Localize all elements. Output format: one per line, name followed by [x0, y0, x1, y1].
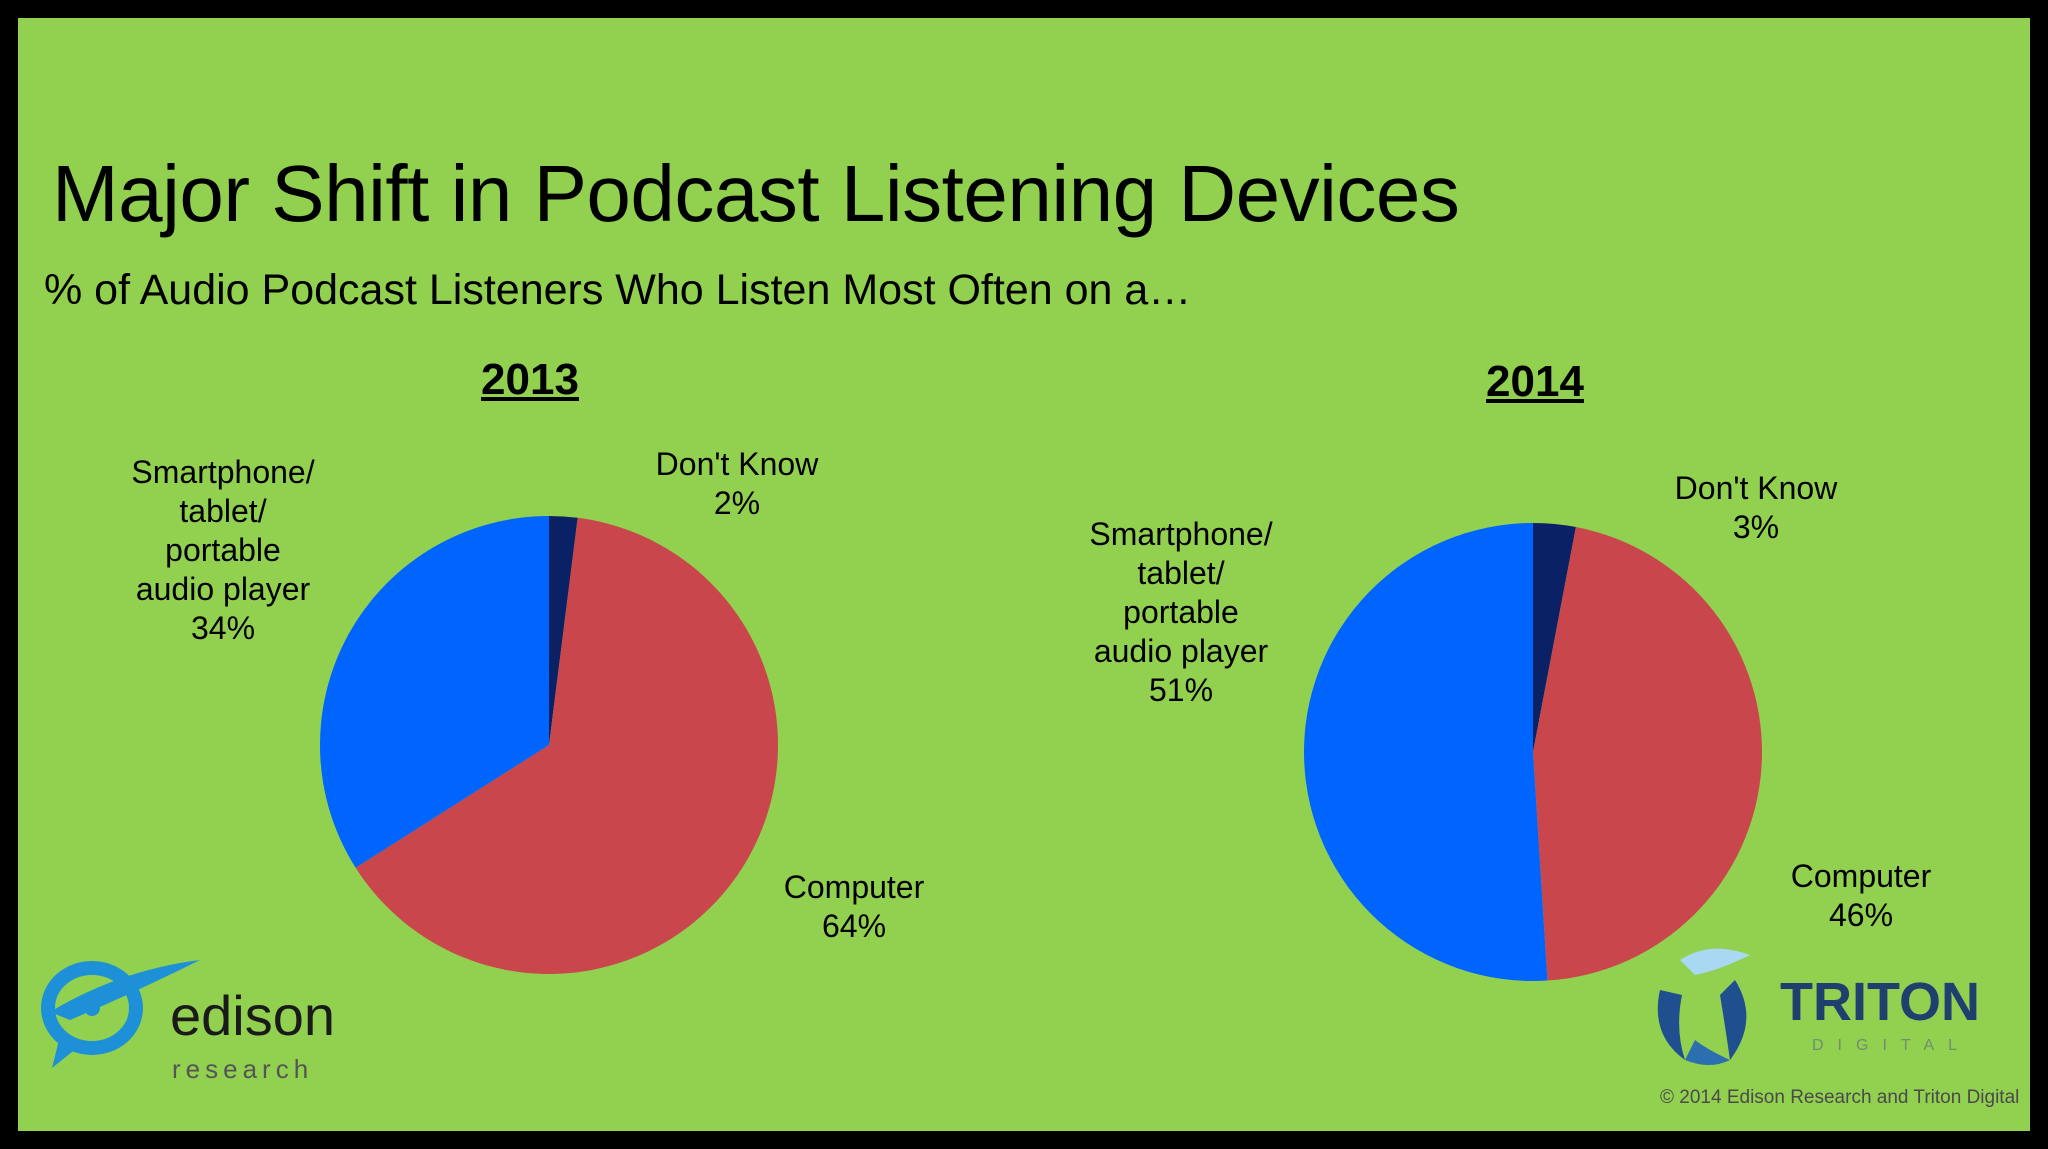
slice-value: 51% — [1148, 672, 1214, 708]
edison-research-logo: edison research — [41, 960, 335, 1084]
chart-title-2014: 2014 — [1486, 357, 1584, 406]
slice-label-computer-2014: Computer 46% — [1791, 857, 1932, 935]
slice-value: 46% — [1828, 897, 1894, 933]
slice-label-dont-know-2014: Don't Know 3% — [1675, 469, 1838, 547]
slice-name: Don't Know — [1674, 470, 1838, 506]
slice-name: Don't Know — [655, 446, 819, 482]
slice-name: Smartphone/ tablet/ portable audio playe… — [131, 454, 315, 607]
chart-title-2013: 2013 — [481, 355, 579, 404]
slice-value: 64% — [821, 908, 887, 944]
triton-logo-sub: DIGITAL — [1812, 1037, 1971, 1054]
pie-slice-2013-0 — [549, 516, 578, 745]
edison-logo-sub: research — [172, 1054, 313, 1084]
copyright-notice: © 2014 Edison Research and Triton Digita… — [1660, 1087, 2020, 1108]
slice-label-smartphone-2013: Smartphone/ tablet/ portable audio playe… — [131, 453, 314, 648]
pie-slice-2014-1 — [1533, 527, 1762, 981]
slide: Major Shift in Podcast Listening Devices… — [18, 18, 2030, 1131]
triton-digital-logo: TRITON DIGITAL — [1657, 948, 1980, 1065]
slide-subtitle: % of Audio Podcast Listeners Who Listen … — [44, 266, 1192, 314]
slice-label-smartphone-2014: Smartphone/ tablet/ portable audio playe… — [1089, 515, 1272, 710]
slide-title: Major Shift in Podcast Listening Devices — [52, 149, 1460, 238]
pie-slice-2014-2 — [1303, 523, 1548, 981]
slice-value: 3% — [1732, 509, 1780, 545]
slice-name: Computer — [1790, 858, 1932, 894]
slice-label-dont-know-2013: Don't Know 2% — [656, 445, 819, 523]
pie-slice-2014-0 — [1533, 523, 1576, 752]
slice-value: 2% — [713, 485, 761, 521]
slice-label-computer-2013: Computer 64% — [784, 868, 925, 946]
edison-logo-word: edison — [170, 984, 335, 1047]
pie-slice-2013-2 — [320, 516, 549, 868]
triton-logo-word: TRITON — [1780, 972, 1980, 1032]
slice-name: Smartphone/ tablet/ portable audio playe… — [1089, 516, 1273, 669]
slice-value: 34% — [190, 610, 256, 646]
pie-slice-2013-1 — [355, 517, 778, 974]
slice-name: Computer — [783, 869, 925, 905]
